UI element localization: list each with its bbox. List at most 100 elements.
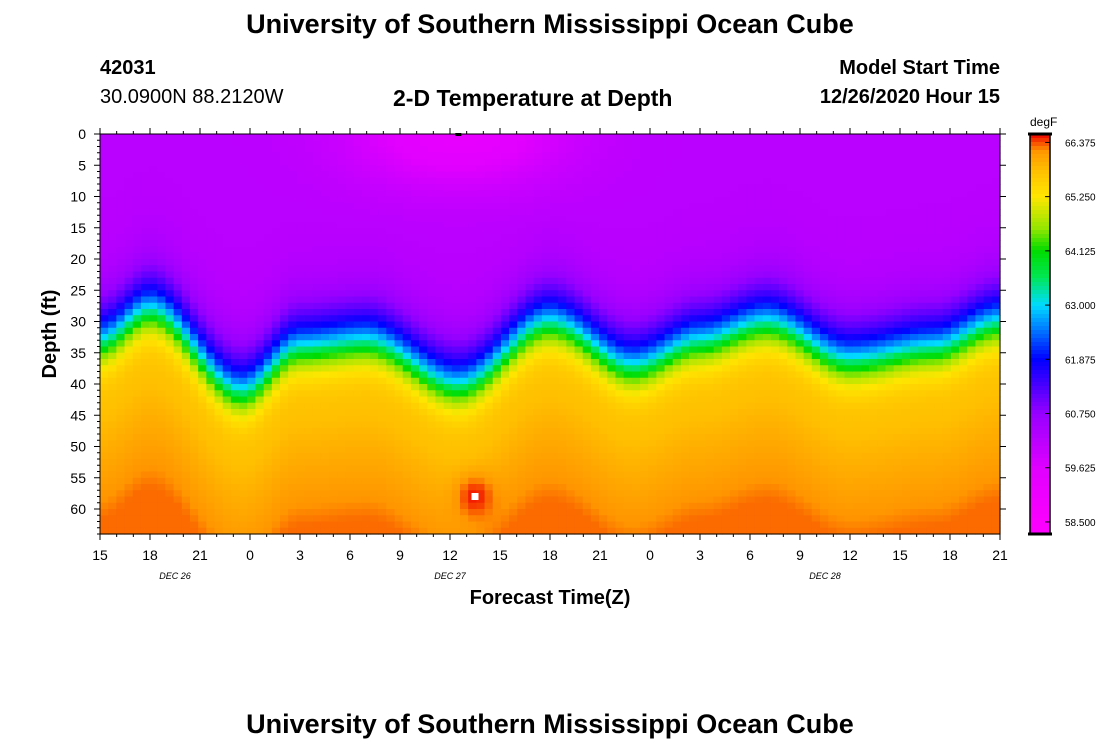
heatmap-cell: [590, 302, 600, 310]
heatmap-cell: [680, 421, 690, 429]
heatmap-cell: [509, 227, 518, 235]
heatmap-cell: [599, 421, 608, 429]
heatmap-cell: [140, 434, 150, 441]
heatmap-cell: [320, 290, 330, 298]
heatmap-cell: [271, 140, 281, 148]
heatmap-cell: [370, 452, 379, 460]
heatmap-cell: [672, 165, 682, 173]
heatmap-cell: [353, 359, 363, 366]
heatmap-cell: [198, 471, 207, 479]
heatmap-cell: [239, 140, 248, 148]
heatmap-cell: [656, 265, 666, 273]
heatmap-cell: [337, 321, 347, 329]
heatmap-cell: [165, 209, 175, 216]
heatmap-cell: [484, 246, 494, 254]
heatmap-cell: [361, 196, 371, 204]
heatmap-cell: [116, 515, 126, 523]
heatmap-cell: [361, 259, 371, 266]
heatmap-cell: [697, 415, 707, 423]
heatmap-cell: [599, 152, 608, 160]
heatmap-cell: [157, 390, 167, 398]
heatmap-cell: [230, 402, 240, 410]
heatmap-cell: [615, 140, 625, 148]
heatmap-cell: [312, 134, 322, 141]
heatmap-cell: [378, 152, 387, 160]
heatmap-cell: [288, 509, 297, 516]
heatmap-cell: [157, 327, 167, 335]
heatmap-cell: [648, 415, 657, 423]
heatmap-cell: [623, 309, 633, 316]
heatmap-cell: [509, 171, 518, 179]
heatmap-cell: [370, 271, 379, 279]
heatmap-cell: [451, 459, 461, 466]
heatmap-cell: [582, 359, 592, 366]
heatmap-cell: [451, 409, 461, 416]
heatmap-cell: [721, 421, 731, 429]
heatmap-cell: [721, 259, 731, 266]
heatmap-cell: [132, 446, 142, 454]
heatmap-cell: [419, 327, 428, 335]
heatmap-cell: [149, 521, 158, 529]
heatmap-cell: [582, 340, 592, 348]
heatmap-cell: [190, 427, 199, 435]
heatmap-cell: [140, 284, 150, 291]
heatmap-cell: [509, 477, 518, 485]
heatmap-cell: [410, 421, 420, 429]
heatmap-cell: [165, 434, 175, 441]
heatmap-cell: [648, 496, 657, 504]
heatmap-cell: [435, 221, 445, 229]
heatmap-cell: [402, 346, 412, 354]
heatmap-cell: [198, 384, 207, 391]
heatmap-cell: [468, 527, 477, 535]
heatmap-cell: [288, 159, 297, 166]
heatmap-cell: [689, 496, 698, 504]
heatmap-cell: [533, 177, 543, 185]
heatmap-cell: [247, 384, 257, 391]
heatmap-cell: [214, 427, 224, 435]
heatmap-cell: [590, 490, 600, 498]
heatmap-cell: [320, 277, 330, 285]
heatmap-cell: [443, 446, 453, 454]
heatmap-cell: [574, 359, 584, 366]
heatmap-cell: [664, 134, 674, 141]
heatmap-cell: [615, 184, 625, 191]
heatmap-cell: [550, 246, 559, 254]
heatmap-cell: [656, 246, 666, 254]
heatmap-cell: [288, 521, 297, 529]
heatmap-cell: [394, 484, 404, 491]
heatmap-cell: [132, 409, 142, 416]
heatmap-cell: [664, 352, 674, 360]
heatmap-cell: [664, 384, 674, 391]
heatmap-cell: [672, 477, 682, 485]
heatmap-cell: [222, 471, 232, 479]
heatmap-cell: [345, 315, 355, 323]
heatmap-cell: [370, 284, 379, 291]
heatmap-cell: [173, 252, 183, 260]
heatmap-cell: [664, 459, 674, 466]
heatmap-cell: [582, 265, 592, 273]
heatmap-cell: [402, 509, 412, 516]
heatmap-cell: [108, 240, 117, 248]
heatmap-cell: [320, 177, 330, 185]
heatmap-cell: [140, 484, 150, 491]
heatmap-cell: [345, 221, 355, 229]
heatmap-cell: [517, 165, 527, 173]
heatmap-cell: [451, 440, 461, 448]
heatmap-cell: [149, 134, 158, 141]
heatmap-cell: [672, 159, 682, 166]
heatmap-cell: [230, 196, 240, 204]
heatmap-cell: [656, 359, 666, 366]
heatmap-cell: [525, 146, 535, 154]
heatmap-cell: [312, 421, 322, 429]
heatmap-cell: [468, 359, 477, 366]
heatmap-cell: [460, 290, 469, 298]
heatmap-cell: [492, 309, 502, 316]
heatmap-cell: [116, 446, 126, 454]
heatmap-cell: [599, 315, 608, 323]
heatmap-cell: [566, 246, 576, 254]
heatmap-cell: [419, 509, 428, 516]
heatmap-cell: [280, 221, 289, 229]
heatmap-cell: [190, 502, 199, 510]
heatmap-cell: [705, 509, 715, 516]
heatmap-cell: [615, 271, 625, 279]
